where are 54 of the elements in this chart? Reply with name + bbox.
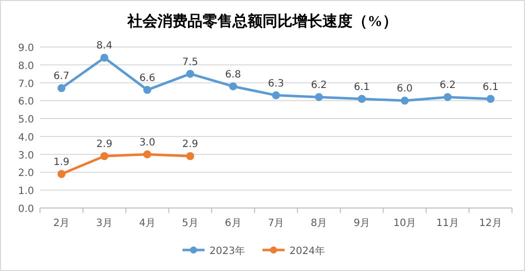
y-tick-label: 5.0 bbox=[18, 114, 34, 126]
x-tick-label: 4月 bbox=[139, 218, 156, 229]
point bbox=[444, 93, 452, 102]
x-tick-label: 12月 bbox=[479, 218, 502, 229]
data-label: 6.8 bbox=[225, 69, 242, 80]
point bbox=[272, 91, 280, 100]
point bbox=[100, 152, 108, 160]
point bbox=[229, 82, 238, 90]
y-tick-label: 6.0 bbox=[18, 96, 34, 108]
data-label: 7.5 bbox=[182, 56, 198, 68]
chart-title: 社会消费品零售总额同比增长速度（%） bbox=[126, 12, 398, 30]
data-label: 6.1 bbox=[354, 82, 370, 93]
data-label: 1.9 bbox=[54, 157, 70, 168]
data-label: 3.0 bbox=[139, 137, 156, 148]
x-tick-label: 6月 bbox=[224, 218, 242, 229]
y-tick-label: 1.0 bbox=[18, 186, 34, 198]
y-tick-label: 7.0 bbox=[18, 78, 34, 90]
data-label: 6.1 bbox=[482, 82, 498, 93]
y-tick-label: 0.0 bbox=[18, 204, 34, 215]
y-tick-label: 9.0 bbox=[18, 43, 34, 54]
point bbox=[143, 86, 152, 94]
y-tick-label: 8.0 bbox=[18, 60, 34, 72]
y-tick-label: 3.0 bbox=[18, 150, 34, 162]
data-label: 6.0 bbox=[396, 84, 413, 95]
point bbox=[143, 150, 152, 158]
point bbox=[57, 84, 66, 92]
data-label: 6.3 bbox=[268, 78, 284, 90]
data-label: 6.2 bbox=[310, 80, 327, 92]
x-tick-label: 8月 bbox=[310, 218, 328, 229]
point bbox=[358, 94, 366, 103]
x-tick-label: 9月 bbox=[354, 218, 370, 229]
x-tick-label: 3月 bbox=[96, 218, 113, 229]
x-tick-label: 10月 bbox=[393, 218, 416, 229]
data-label: 6.7 bbox=[54, 71, 70, 82]
legend-label: 2023年 bbox=[210, 245, 245, 257]
x-tick-label: 11月 bbox=[436, 218, 460, 229]
x-tick-label: 7月 bbox=[268, 218, 284, 229]
point bbox=[486, 94, 495, 103]
data-label: 6.6 bbox=[139, 72, 156, 84]
y-tick-label: 2.0 bbox=[18, 168, 34, 180]
y-tick-label: 4.0 bbox=[18, 132, 34, 144]
point bbox=[314, 93, 323, 102]
data-label: 2.9 bbox=[96, 139, 112, 150]
point bbox=[57, 170, 66, 178]
x-tick-label: 5月 bbox=[182, 218, 198, 229]
x-tick-label: 2月 bbox=[53, 218, 70, 229]
data-label: 6.2 bbox=[440, 80, 456, 92]
legend-label: 2024年 bbox=[290, 245, 325, 257]
point bbox=[100, 54, 108, 62]
data-label: 2.9 bbox=[182, 139, 198, 150]
point bbox=[186, 70, 194, 78]
point bbox=[186, 152, 194, 160]
point bbox=[400, 96, 409, 105]
data-label: 8.4 bbox=[96, 40, 112, 52]
